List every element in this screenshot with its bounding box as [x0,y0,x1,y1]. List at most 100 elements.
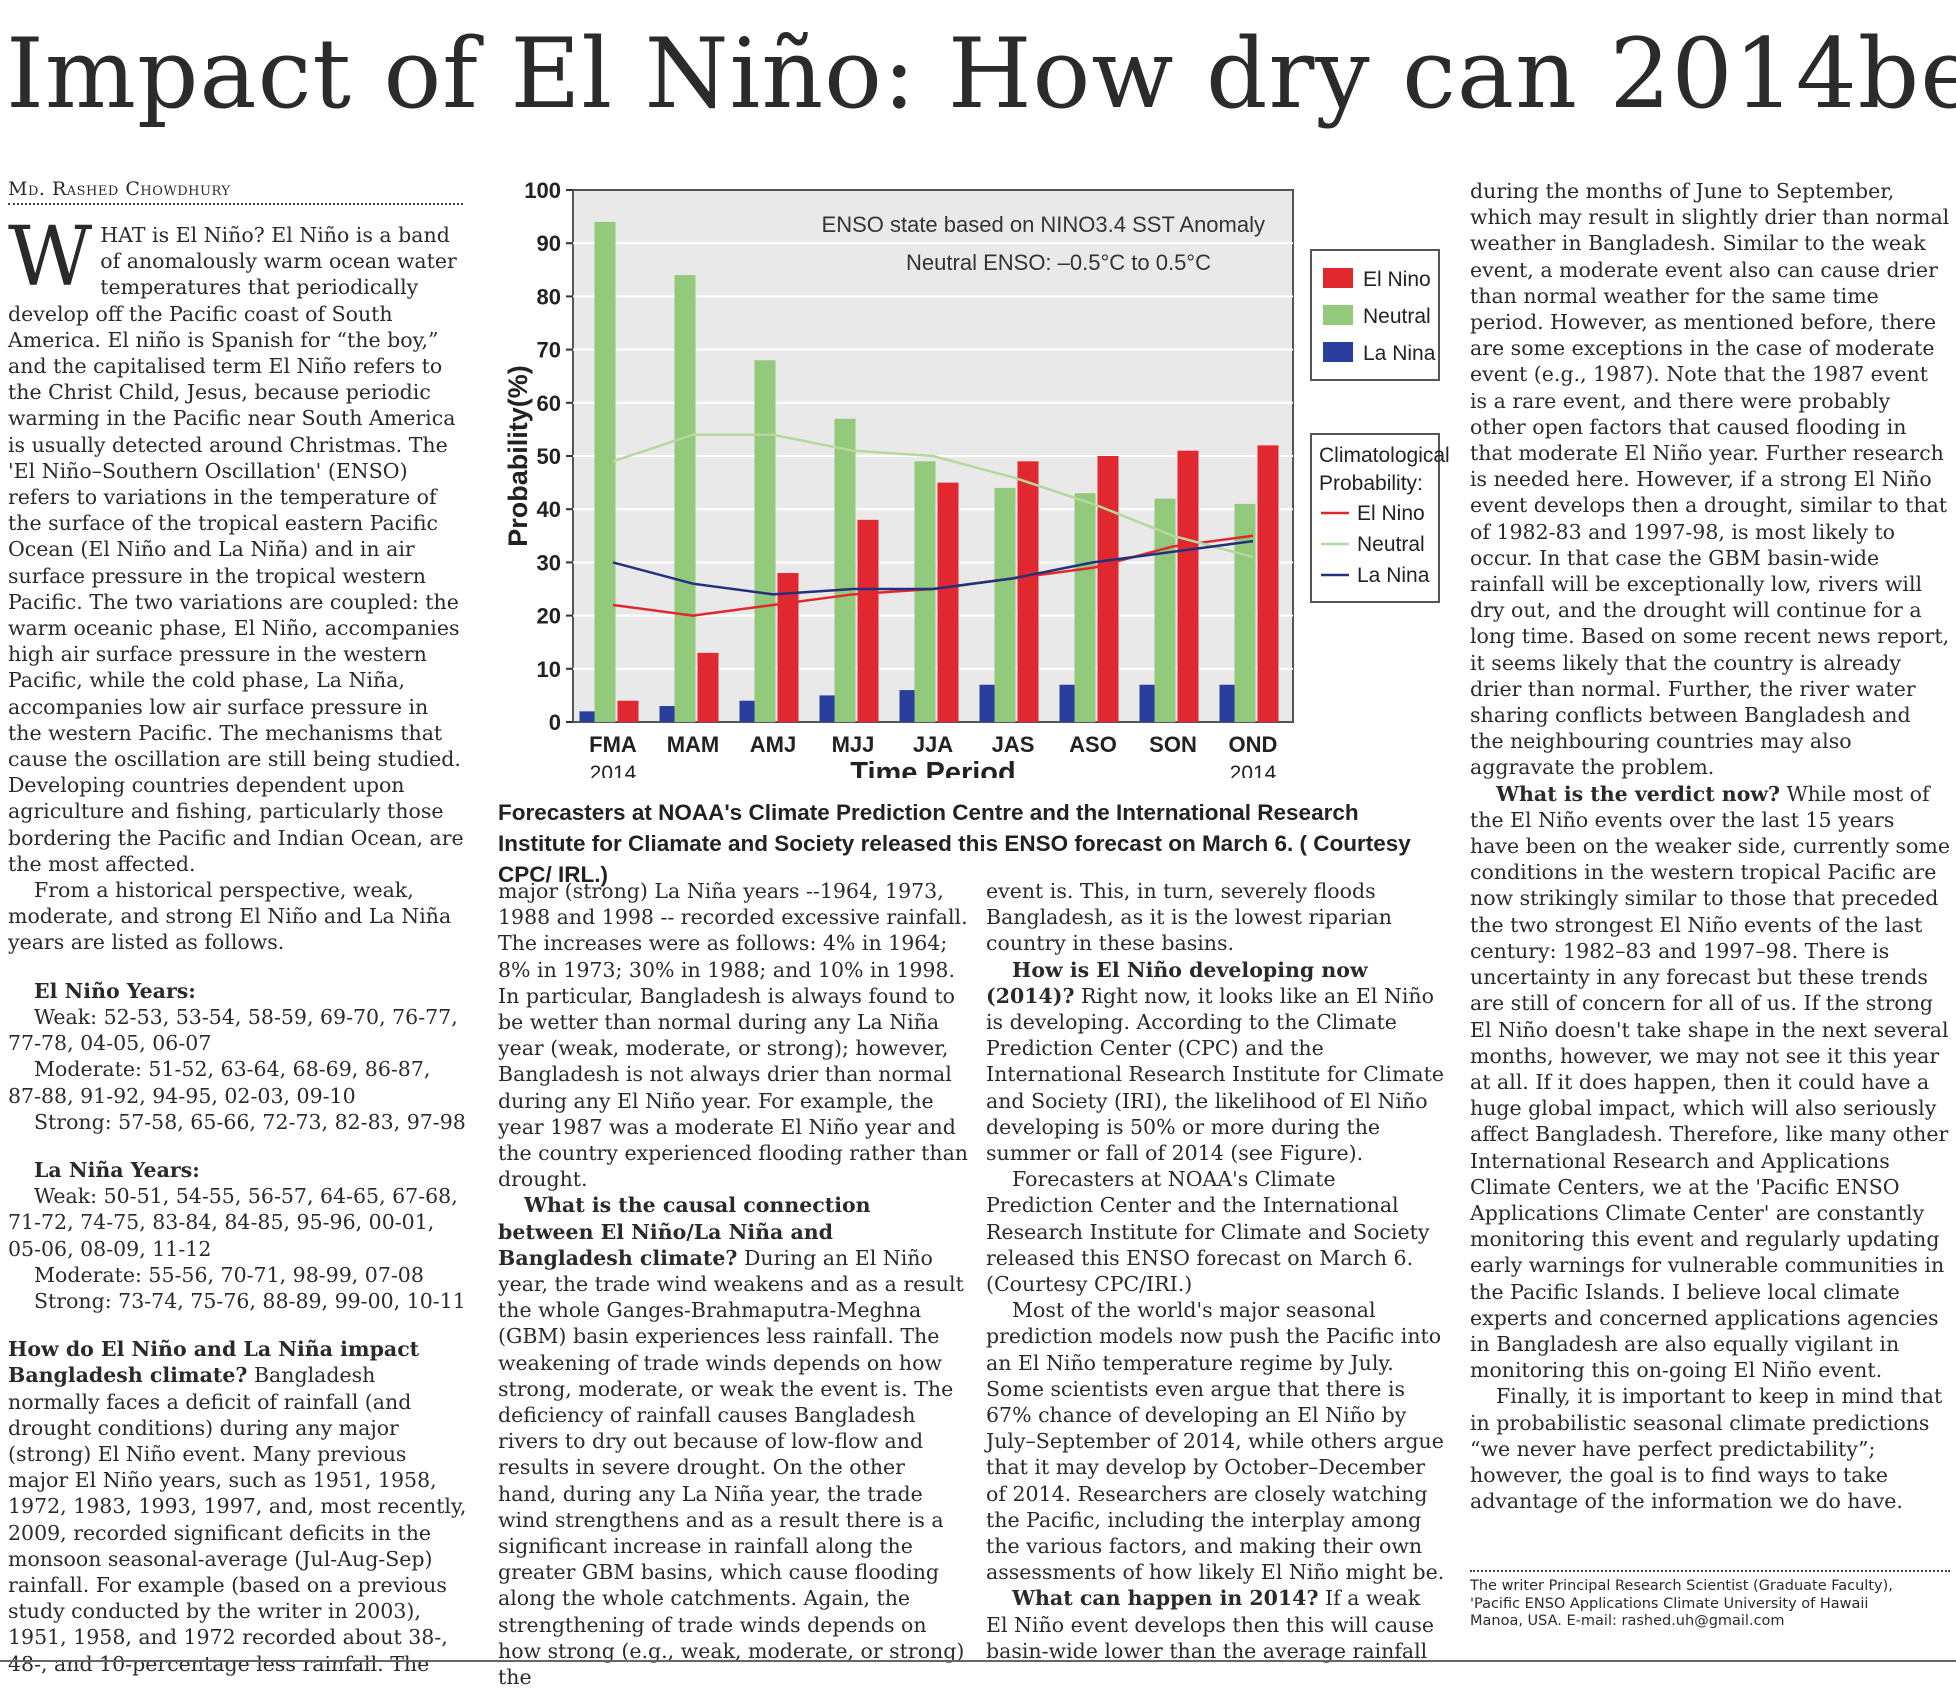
bar-la-nina [819,695,835,722]
column-2: major (strong) La Niña years --1964, 197… [498,878,968,1690]
bar-la-nina [979,684,995,722]
causal-paragraph: What is the causal connection between El… [498,1192,968,1690]
legend-label: La Nina [1363,342,1436,365]
x-tick-label: ASO [1069,732,1117,757]
bar-la-nina [899,690,915,722]
y-tick-label: 100 [524,178,561,203]
y-tick-label: 40 [537,497,561,522]
bar-el-nino [937,482,959,722]
climatology-line-neutral [612,433,1254,559]
author-credit: The writer Principal Research Scientist … [1470,1570,1950,1631]
legend-swatch [1323,305,1353,325]
y-tick-label: 10 [537,657,561,682]
climatology-legend-label: Neutral [1357,533,1425,556]
bar-el-nino [1017,461,1039,722]
bar-la-nina [739,700,755,722]
elnino-moderate: Moderate: 51-52, 63-64, 68-69, 86-87, 87… [8,1057,431,1108]
chart-subtitle: Neutral ENSO: –0.5°C to 0.5°C [906,250,1211,275]
chart-title: ENSO state based on NINO3.4 SST Anomaly [822,212,1265,237]
byline: Md. Rashed Chowdhury [8,178,463,205]
x-tick-label: JAS [992,732,1035,757]
column-1: W HAT is El Niño? El Niño is a band of an… [8,210,468,1677]
history-paragraph: From a historical perspective, weak, mod… [8,878,452,955]
climatology-legend-label: El Nino [1357,502,1425,525]
x-tick-label: OND [1229,732,1278,757]
y-tick-label: 0 [549,710,561,735]
column-4: during the months of June to September, … [1470,178,1950,1514]
x-tick-label: JJA [913,732,953,757]
y-tick-label: 80 [537,284,561,309]
col4-paragraph-1: during the months of June to September, … [1470,179,1950,780]
y-tick-label: 30 [537,550,561,575]
x-tick-sublabel: 2014 [1230,762,1277,778]
impact-paragraph: How do El Niño and La Niña impact Bangla… [8,1336,468,1677]
bar-la-nina [659,706,675,722]
legend-swatch [1323,342,1353,362]
y-axis-label: Probability(%) [503,365,533,547]
y-tick-label: 20 [537,604,561,629]
bar-el-nino [617,700,639,722]
development-text: Right now, it looks like an El Niño is d… [986,983,1444,1166]
legend-label: El Nino [1363,268,1431,291]
climatology-legend-title: Probability: [1319,472,1423,495]
elnino-years-heading: El Niño Years: [34,978,196,1003]
x-tick-label: MJJ [832,732,875,757]
headline: Impact of El Niño: How dry can 2014be? [6,18,1956,130]
development-heading: How is El Niño developing now (2014)? [986,957,1368,1008]
impact-heading: How do El Niño and La Niña impact Bangla… [8,1337,420,1388]
x-tick-label: MAM [667,732,720,757]
column-3: event is. This, in turn, severely floods… [986,878,1446,1664]
happen-paragraph: What can happen in 2014? If a weak El Ni… [986,1585,1446,1664]
bar-la-nina [579,711,595,722]
bar-el-nino [857,519,879,722]
lanina-years-heading: La Niña Years: [34,1157,200,1182]
elnino-years: El Niño Years: Weak: 52-53, 53-54, 58-59… [8,978,468,1135]
bar-neutral [914,461,936,722]
bar-la-nina [1139,684,1155,722]
credit-line-2: 'Pacific ENSO Applications Climate Unive… [1470,1595,1869,1612]
x-tick-label: AMJ [750,732,796,757]
dropcap: W [8,210,93,305]
y-tick-label: 70 [537,338,561,363]
intro-text: HAT is El Niño? El Niño is a band of ano… [8,223,464,876]
col3-paragraph-1: event is. This, in turn, severely floods… [986,879,1392,956]
x-tick-label: FMA [589,732,637,757]
bar-el-nino [1177,450,1199,722]
bar-neutral [994,487,1016,722]
y-tick-label: 50 [537,444,561,469]
x-tick-label: SON [1149,732,1197,757]
verdict-paragraph: What is the verdict now? While most of t… [1470,781,1950,1384]
x-axis-label: Time Period [850,757,1015,778]
credit-line-1: The writer Principal Research Scientist … [1470,1578,1893,1594]
climatology-legend-title: Climatological [1319,444,1450,467]
intro-paragraph: W HAT is El Niño? El Niño is a band of an… [8,210,468,877]
final-paragraph: Finally, it is important to keep in mind… [1470,1384,1943,1514]
col2-paragraph-1: major (strong) La Niña years --1964, 197… [498,879,968,1192]
bar-neutral [674,275,696,722]
figure-caption: Forecasters at NOAA's Climate Prediction… [498,800,1411,887]
bar-la-nina [1219,684,1235,722]
bar-el-nino [697,652,719,722]
bar-neutral [1074,493,1096,722]
causal-text: During an El Niño year, the trade wind w… [498,1245,965,1690]
lanina-moderate: Moderate: 55-56, 70-71, 98-99, 07-08 [34,1262,424,1287]
bar-neutral [1234,503,1256,722]
bar-el-nino [1097,456,1119,722]
lanina-strong: Strong: 73-74, 75-76, 88-89, 99-00, 10-1… [34,1288,466,1313]
bar-neutral [594,221,616,723]
happen-text: If a weak El Niño event develops then th… [986,1586,1435,1663]
bottom-rule [0,1660,1956,1662]
col3-paragraph-3: Forecasters at NOAA's Climate Prediction… [986,1167,1430,1297]
elnino-weak: Weak: 52-53, 53-54, 58-59, 69-70, 76-77,… [8,1004,458,1056]
happen-heading: What can happen in 2014? [1012,1586,1319,1611]
bar-neutral [834,418,856,722]
bar-la-nina [1059,684,1075,722]
enso-forecast-chart: 0 10 20 30 40 50 60 70 80 90 100 Probability(%) FMA 2… [503,178,1450,778]
verdict-text: While most of the El Niño events over th… [1470,781,1950,1383]
elnino-strong: Strong: 57-58, 65-66, 72-73, 82-83, 97-9… [34,1109,466,1134]
y-tick-label: 90 [537,231,561,256]
byline-text: Md. Rashed Chowdhury [8,178,231,200]
legend-label: Neutral [1363,305,1431,328]
lanina-years: La Niña Years: Weak: 50-51, 54-55, 56-57… [8,1157,468,1314]
bar-el-nino [1257,445,1279,722]
